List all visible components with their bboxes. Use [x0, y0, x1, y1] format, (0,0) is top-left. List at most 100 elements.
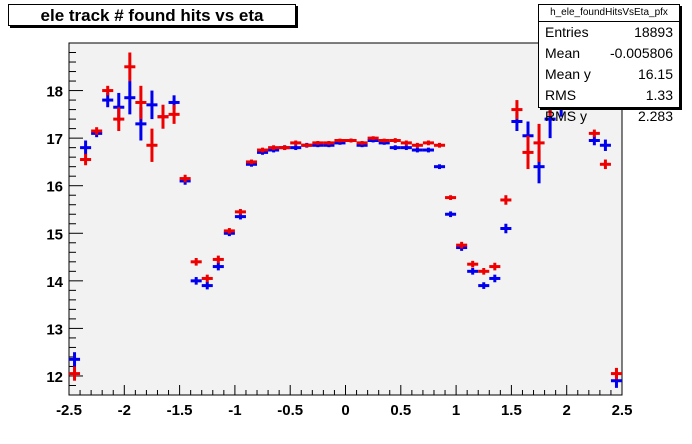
x-tick-label: 2.5	[612, 402, 633, 419]
data-point	[91, 127, 103, 135]
y-tick-label: 17	[46, 131, 63, 148]
data-point	[212, 255, 224, 264]
data-point	[467, 267, 479, 275]
data-point	[522, 135, 534, 170]
data-point	[201, 281, 213, 290]
plot-frame	[68, 42, 623, 396]
x-tick-label: -1	[228, 402, 241, 419]
data-point	[69, 366, 81, 381]
stats-value: 18893	[634, 24, 673, 40]
data-point	[201, 274, 213, 283]
x-tick-label: 0.5	[390, 402, 411, 419]
data-point	[533, 123, 545, 162]
data-point	[124, 81, 136, 115]
data-point	[212, 262, 224, 271]
y-tick-label: 18	[46, 84, 63, 101]
data-point	[279, 145, 291, 151]
data-point	[146, 90, 158, 120]
x-tick-label: 0	[341, 402, 349, 419]
stats-histogram-name: h_ele_foundHitsVsEta_pfx	[539, 5, 679, 22]
x-tick-label: -2	[118, 402, 131, 419]
data-point	[478, 267, 490, 275]
data-point	[411, 147, 423, 153]
data-point	[290, 140, 302, 146]
data-point	[422, 140, 434, 146]
data-point	[478, 282, 490, 289]
data-point	[467, 260, 479, 268]
stats-value: 16.15	[637, 66, 673, 82]
x-tick-label: 1.5	[501, 402, 522, 419]
data-point	[588, 135, 600, 146]
data-point	[445, 211, 457, 218]
data-point	[234, 209, 246, 215]
stats-label: Mean y	[545, 66, 591, 82]
data-point	[610, 367, 622, 380]
data-point	[389, 138, 401, 143]
data-point	[80, 140, 92, 155]
data-point	[146, 128, 158, 162]
y-tick-label: 13	[46, 321, 63, 338]
data-point	[456, 241, 468, 249]
stats-label: RMS y	[545, 108, 587, 124]
data-point	[400, 145, 412, 151]
data-point	[489, 274, 501, 283]
stats-label: Entries	[545, 24, 589, 40]
data-point	[489, 262, 501, 271]
stats-label: RMS	[545, 87, 577, 103]
data-point	[334, 138, 346, 143]
data-point	[257, 147, 269, 153]
data-point	[500, 223, 512, 234]
data-point	[69, 352, 81, 367]
data-point	[433, 164, 446, 170]
data-point	[179, 174, 191, 183]
stats-row-entries: Entries 18893	[539, 22, 679, 43]
chart-title: ele track # found hits vs eta	[8, 4, 296, 26]
data-point	[411, 142, 423, 148]
x-tick-label: -0.5	[277, 402, 303, 419]
data-point	[135, 85, 147, 120]
data-point	[102, 85, 114, 96]
y-tick-label: 15	[46, 226, 63, 243]
stats-row-rms: RMS 1.33	[539, 85, 679, 106]
x-tick-label: -2.5	[56, 402, 82, 419]
data-point	[301, 143, 313, 148]
stats-box: h_ele_foundHitsVsEta_pfx Entries 18893 M…	[538, 4, 680, 124]
stats-value: 1.33	[645, 87, 673, 103]
x-tick-label: -1.5	[167, 402, 193, 419]
stats-value: 2.283	[637, 108, 673, 124]
data-point	[268, 145, 280, 151]
stats-row-rms-y: RMS y 2.283	[539, 106, 679, 127]
data-point	[312, 140, 324, 145]
data-point	[113, 107, 125, 131]
data-point	[500, 195, 512, 205]
data-point	[80, 153, 92, 166]
data-point	[445, 195, 457, 200]
stats-row-mean: Mean -0.005806	[539, 43, 679, 64]
data-point	[190, 277, 202, 285]
data-point	[245, 159, 258, 165]
data-point	[290, 145, 302, 151]
data-point	[588, 129, 600, 138]
data-point	[400, 140, 412, 146]
y-tick-label: 14	[46, 274, 63, 291]
stats-row-mean-y: Mean y 16.15	[539, 64, 679, 85]
x-tick-label: 1	[452, 402, 460, 419]
tick-labels: -2.5 -2 -1.5 -1 -0.5 0 0.5 1 1.5 2 2.5 12 13 14 15 16 17…	[46, 84, 632, 419]
data-point	[190, 258, 202, 266]
data-point	[389, 145, 401, 151]
data-point	[223, 228, 235, 234]
data-point	[367, 136, 379, 141]
data-point	[378, 138, 390, 143]
data-point	[157, 104, 169, 129]
data-point	[323, 140, 335, 145]
data-point	[599, 139, 611, 151]
data-point	[433, 142, 446, 148]
stats-value: -0.005806	[609, 45, 673, 61]
stats-label: Mean	[545, 45, 581, 61]
x-tick-label: 2	[563, 402, 571, 419]
y-tick-label: 12	[46, 369, 63, 386]
data-point	[356, 140, 368, 145]
y-tick-label: 16	[46, 179, 63, 196]
data-point	[511, 100, 523, 120]
data-point	[124, 52, 136, 82]
